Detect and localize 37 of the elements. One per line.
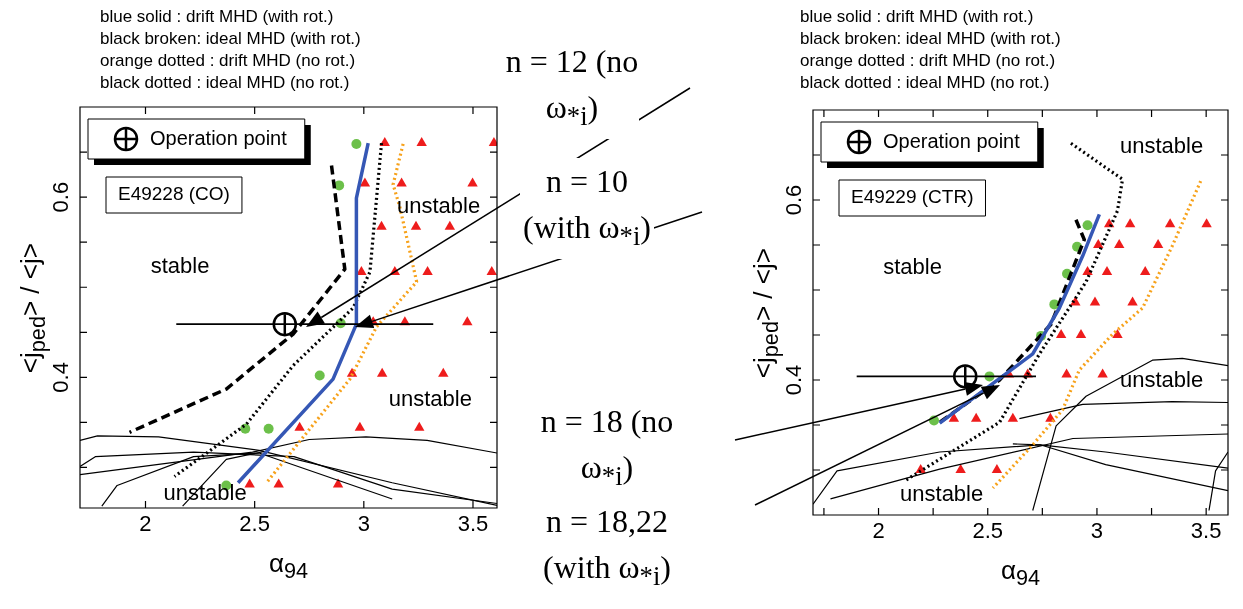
x-tick-label: 3.5 [1190, 518, 1222, 544]
text: black broken: ideal MHD (with rot.) [100, 28, 361, 50]
y-tick-label: 0.4 [48, 362, 74, 393]
x-tick-label: 2 [139, 511, 152, 537]
text: black broken: ideal MHD (with rot.) [800, 28, 1061, 50]
y-tick-label: 0.4 [781, 364, 807, 396]
text: n = 12 (no ω$_{*i}$) [505, 38, 639, 140]
x-tick-label: 2 [872, 518, 885, 544]
text: black dotted : ideal MHD (no rot.) [100, 72, 350, 94]
y-tick-label: 0.6 [48, 181, 74, 213]
text: black dotted : ideal MHD (no rot.) [800, 72, 1050, 94]
text: n = 10 (with ω$_{*i}$) [520, 158, 654, 260]
x-tick-label: 3 [357, 511, 370, 537]
x-axis-title: α$_{94}$ [1001, 555, 1041, 592]
text: E49229 (CTR) [851, 186, 974, 208]
annotation: unstable [1120, 367, 1204, 393]
text: blue solid : drift MHD (with rot.) [100, 6, 334, 28]
legend-label: Operation point [883, 129, 1021, 152]
y-tick-label: 0.6 [781, 184, 807, 216]
legend-label: Operation point [150, 126, 288, 149]
annotation: unstable [900, 480, 984, 506]
annotation: unstable [397, 193, 481, 219]
annotation: stable [883, 254, 942, 280]
text: blue solid : drift MHD (with rot.) [800, 6, 1034, 28]
text: E49228 (CO) [118, 183, 230, 205]
x-tick-label: 2.5 [972, 518, 1004, 544]
text: orange dotted : drift MHD (no rot.) [800, 50, 1056, 72]
text: orange dotted : drift MHD (no rot.) [100, 50, 356, 72]
x-tick-label: 3.5 [457, 511, 489, 537]
x-axis-title: α$_{94}$ [269, 548, 309, 585]
x-tick-label: 2.5 [239, 511, 270, 537]
annotation: stable [150, 253, 210, 279]
text: n = 18,22 (with ω$_{*i}$) [540, 498, 674, 600]
annotation: unstable [1120, 132, 1204, 158]
annotation: unstable [388, 385, 472, 411]
x-tick-label: 3 [1090, 518, 1104, 544]
text: n = 18 (no ω$_{*i}$) [540, 398, 674, 500]
